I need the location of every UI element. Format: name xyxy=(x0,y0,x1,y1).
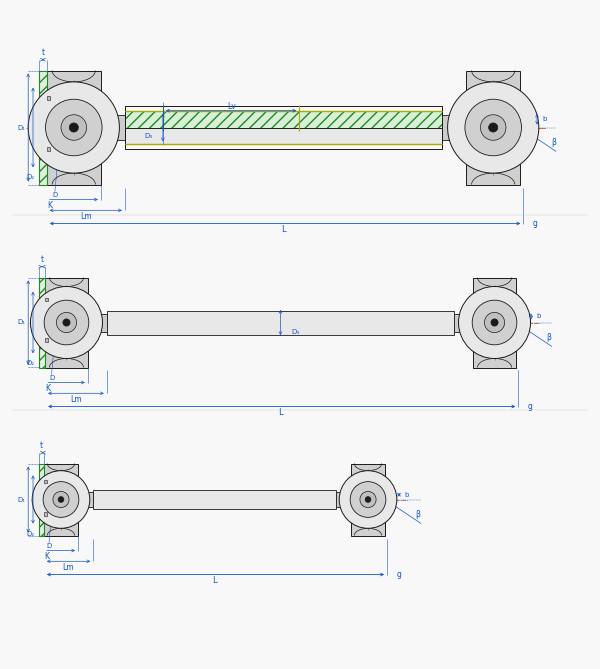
Bar xyxy=(45,298,48,301)
Text: D: D xyxy=(52,192,58,198)
Bar xyxy=(473,278,516,367)
Text: g: g xyxy=(397,570,401,579)
Text: D₂: D₂ xyxy=(26,531,34,537)
Text: β: β xyxy=(416,510,421,519)
Bar xyxy=(88,314,107,332)
Circle shape xyxy=(339,471,397,529)
Circle shape xyxy=(58,496,64,502)
Circle shape xyxy=(53,492,69,508)
Text: K: K xyxy=(47,201,52,210)
Bar xyxy=(39,464,44,535)
Bar xyxy=(45,278,88,367)
Text: D: D xyxy=(46,543,52,549)
Circle shape xyxy=(63,319,70,326)
Circle shape xyxy=(491,319,498,326)
Text: D: D xyxy=(49,375,54,381)
Circle shape xyxy=(61,114,86,140)
Bar xyxy=(125,128,442,145)
Bar xyxy=(44,464,78,535)
Bar xyxy=(125,106,442,149)
Text: D₃: D₃ xyxy=(292,329,299,335)
Text: L: L xyxy=(212,576,217,585)
Bar xyxy=(383,485,385,514)
Bar xyxy=(351,464,385,535)
Text: L: L xyxy=(278,408,283,417)
Bar xyxy=(45,339,48,342)
Bar xyxy=(442,115,466,140)
Bar xyxy=(520,107,525,148)
Text: β: β xyxy=(551,138,556,147)
Text: b: b xyxy=(542,116,547,122)
Bar xyxy=(47,96,50,100)
Text: L: L xyxy=(281,225,286,234)
Text: t: t xyxy=(41,48,44,57)
Text: D₁: D₁ xyxy=(17,124,25,130)
Bar xyxy=(44,512,47,516)
Circle shape xyxy=(472,300,517,345)
Text: g: g xyxy=(528,402,533,411)
Bar xyxy=(466,70,520,185)
Bar xyxy=(47,70,101,185)
Circle shape xyxy=(365,496,371,502)
Text: K: K xyxy=(46,384,50,393)
Text: b: b xyxy=(536,314,541,320)
Circle shape xyxy=(44,300,89,345)
Text: t: t xyxy=(40,441,43,450)
Circle shape xyxy=(350,482,386,517)
Text: b: b xyxy=(404,492,409,498)
Circle shape xyxy=(46,99,102,156)
Text: Lm: Lm xyxy=(80,212,92,221)
Bar xyxy=(513,304,516,341)
Bar xyxy=(454,314,473,332)
Circle shape xyxy=(360,492,376,508)
Bar xyxy=(125,110,442,128)
Bar xyxy=(78,492,93,506)
Text: D₂: D₂ xyxy=(26,361,34,367)
Text: t: t xyxy=(41,255,44,264)
Text: D₁: D₁ xyxy=(17,496,25,502)
Text: β: β xyxy=(547,333,551,342)
Bar xyxy=(39,278,45,367)
Bar xyxy=(517,105,520,151)
Bar xyxy=(336,492,351,506)
Circle shape xyxy=(31,286,103,359)
Bar xyxy=(385,488,388,511)
Circle shape xyxy=(56,312,77,332)
Bar xyxy=(39,70,47,185)
Text: D₁: D₁ xyxy=(17,320,25,326)
Bar xyxy=(101,115,125,140)
Circle shape xyxy=(484,312,505,332)
Circle shape xyxy=(481,114,506,140)
Circle shape xyxy=(448,82,539,173)
Text: g: g xyxy=(533,219,538,228)
Circle shape xyxy=(69,123,79,132)
Bar xyxy=(93,490,336,509)
Text: D₃: D₃ xyxy=(144,133,152,139)
Text: K: K xyxy=(44,552,49,561)
Text: Lm: Lm xyxy=(63,563,74,572)
Circle shape xyxy=(28,82,119,173)
Circle shape xyxy=(32,471,90,529)
Text: Lv: Lv xyxy=(227,102,236,111)
Bar xyxy=(125,110,442,128)
Circle shape xyxy=(43,482,79,517)
Circle shape xyxy=(465,99,521,156)
Bar xyxy=(125,128,442,145)
Circle shape xyxy=(488,123,498,132)
Circle shape xyxy=(458,286,530,359)
Bar xyxy=(516,308,520,337)
Bar xyxy=(44,480,47,483)
Bar xyxy=(47,147,50,151)
Text: Lm: Lm xyxy=(70,395,82,404)
Text: D₂: D₂ xyxy=(26,175,34,181)
Bar xyxy=(107,310,454,334)
